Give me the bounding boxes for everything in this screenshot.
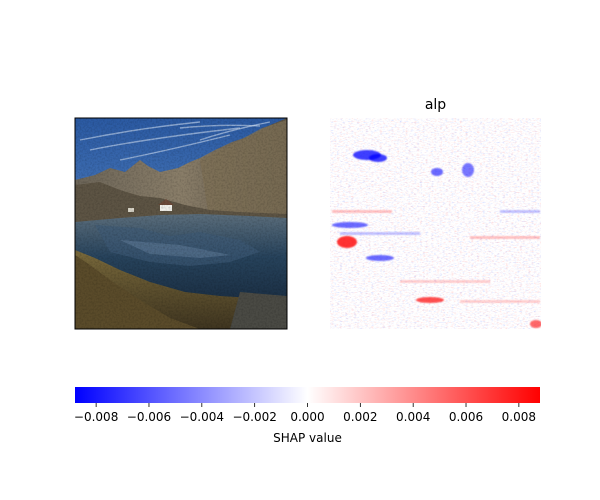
heatmap-title: alp: [425, 97, 446, 113]
heatmap-streak: [332, 210, 392, 213]
photo-frame: [74, 117, 288, 330]
heatmap-highlights: [332, 150, 541, 328]
colorbar-tick-label: 0.006: [449, 410, 483, 424]
heatmap-streak: [400, 280, 490, 283]
heatmap-highlight-negative: [369, 154, 387, 162]
colorbar-tick-label: 0.008: [502, 410, 536, 424]
heatmap-highlight-positive: [530, 320, 541, 328]
colorbar: −0.008 −0.006 −0.004 −0.002 0.000 0.002 0.004 0…: [74, 387, 540, 445]
colorbar-tick-label: −0.008: [74, 410, 118, 424]
colorbar-tick-label: 0.002: [343, 410, 377, 424]
colorbar-tick-label: 0.000: [290, 410, 324, 424]
colorbar-ticks: −0.008 −0.006 −0.004 −0.002 0.000 0.002 0.004 0…: [74, 403, 536, 424]
colorbar-label: SHAP value: [273, 431, 342, 445]
shap-heatmap: [330, 118, 541, 329]
photo-panel: [75, 118, 287, 329]
heatmap-highlight-positive: [337, 236, 357, 248]
colorbar-tick-label: −0.002: [232, 410, 276, 424]
heatmap-highlight-negative: [366, 255, 394, 261]
heatmap-highlight-negative: [462, 163, 474, 177]
heatmap-streak: [470, 236, 540, 239]
heatmap-highlight-positive: [416, 297, 444, 303]
colorbar-tick-label: 0.004: [396, 410, 430, 424]
heatmap-streak: [460, 300, 540, 303]
heatmap-streak: [340, 232, 420, 235]
colorbar-tick-label: −0.006: [127, 410, 171, 424]
heatmap-highlight-negative: [332, 222, 368, 228]
colorbar-gradient: [75, 387, 540, 403]
heatmap-streak: [500, 210, 540, 213]
colorbar-tick-label: −0.004: [180, 410, 224, 424]
heatmap-highlight-negative: [431, 168, 443, 176]
